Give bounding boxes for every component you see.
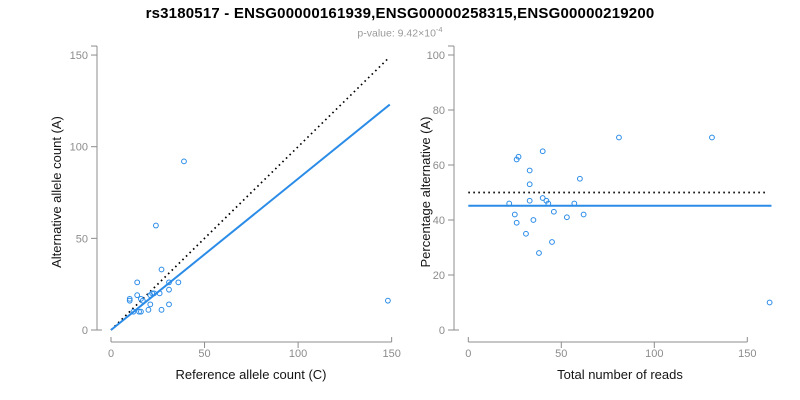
data-point xyxy=(549,239,555,245)
right-plot-y-axis-label: Percentage alternative (A) xyxy=(418,116,433,268)
y-tick-label: 80 xyxy=(433,105,445,117)
data-point xyxy=(580,211,587,218)
x-tick-label: 100 xyxy=(289,348,307,360)
data-point xyxy=(151,290,157,297)
data-point xyxy=(166,301,172,308)
x-tick-label: 50 xyxy=(555,348,567,360)
data-point xyxy=(139,297,146,304)
data-point xyxy=(158,306,165,313)
data-point xyxy=(539,195,546,201)
data-point xyxy=(616,134,622,141)
data-point xyxy=(523,230,529,237)
data-point xyxy=(158,266,165,273)
x-tick-label: 150 xyxy=(382,348,400,360)
identity-line xyxy=(110,58,389,331)
data-point xyxy=(134,292,141,299)
data-point xyxy=(166,279,172,286)
data-point xyxy=(149,290,156,297)
x-tick-label: 100 xyxy=(645,348,663,360)
data-point xyxy=(130,308,137,315)
y-tick-label: 20 xyxy=(433,270,445,282)
data-point xyxy=(145,306,152,313)
data-point xyxy=(571,200,578,207)
data-point xyxy=(138,308,144,315)
data-point xyxy=(526,167,533,174)
data-point xyxy=(126,297,133,304)
data-point xyxy=(153,222,159,229)
data-point xyxy=(181,158,187,165)
data-point xyxy=(545,200,552,207)
data-point xyxy=(563,214,570,221)
data-point xyxy=(385,297,391,304)
data-point xyxy=(147,301,154,308)
data-point xyxy=(126,295,133,302)
x-tick-label: 0 xyxy=(465,348,471,360)
y-tick-label: 100 xyxy=(70,142,88,154)
data-point xyxy=(709,134,715,141)
pvalue-exponent: -4 xyxy=(435,25,443,34)
left-plot-x-axis-label: Reference allele count (C) xyxy=(175,367,327,382)
y-tick-label: 100 xyxy=(427,50,445,62)
data-point xyxy=(134,279,141,286)
data-point xyxy=(506,200,513,207)
y-tick-label: 60 xyxy=(433,160,445,172)
data-point xyxy=(539,148,546,155)
data-point xyxy=(766,299,773,306)
x-tick-label: 50 xyxy=(198,348,210,360)
data-point xyxy=(511,211,518,218)
data-point xyxy=(166,286,172,293)
data-point xyxy=(550,208,557,215)
y-tick-label: 0 xyxy=(82,325,88,337)
y-tick-label: 50 xyxy=(76,233,88,245)
pvalue-subtitle: p-value: 9.42×10-4 xyxy=(0,25,800,40)
data-point xyxy=(530,217,537,223)
y-tick-label: 40 xyxy=(433,215,445,227)
x-tick-label: 150 xyxy=(738,348,756,360)
y-tick-label: 0 xyxy=(439,325,445,337)
y-tick-label: 150 xyxy=(70,50,88,62)
x-tick-label: 0 xyxy=(108,348,114,360)
data-point xyxy=(526,181,533,188)
data-point xyxy=(526,197,533,204)
data-point xyxy=(513,156,520,163)
data-point xyxy=(175,279,182,286)
data-point xyxy=(536,250,542,256)
data-point xyxy=(156,290,163,297)
data-point xyxy=(577,175,583,182)
right-plot-x-axis-label: Total number of reads xyxy=(557,367,683,382)
pvalue-text: p-value: 9.42×10 xyxy=(357,27,436,40)
page-title: rs3180517 - ENSG00000161939,ENSG00000258… xyxy=(145,5,655,22)
data-point xyxy=(136,308,142,315)
left-plot-y-axis-label: Alternative allele count (A) xyxy=(49,116,64,268)
data-point xyxy=(513,219,520,226)
